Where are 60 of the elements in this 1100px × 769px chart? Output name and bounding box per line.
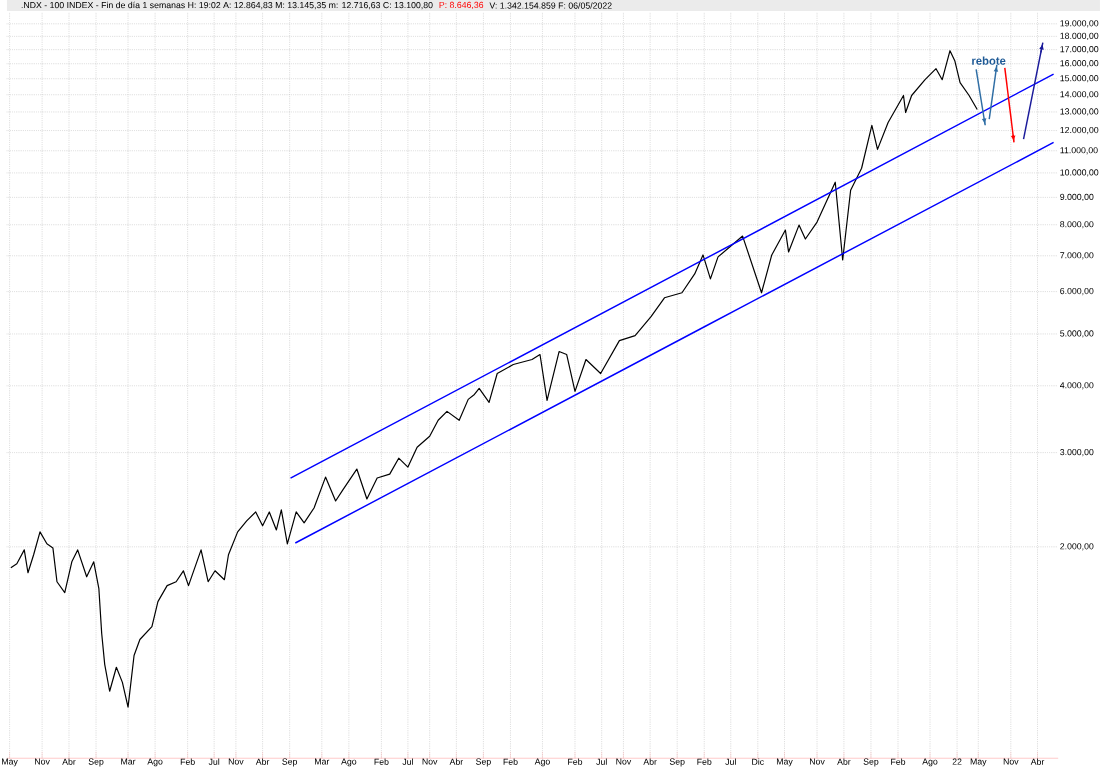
y-tick-label: 4.000,00 [1059,382,1094,390]
x-tick-label: Sep [88,758,104,767]
x-tick-label: Dic [752,758,764,765]
y-tick-label: 7.000,00 [1060,252,1094,260]
x-tick-label: Feb [568,758,583,765]
x-tick-label: Jul [725,758,736,765]
x-tick-label: Ago [147,758,163,767]
x-tick-label: Abr [643,758,657,765]
y-tick-label: 14.000,00 [1060,91,1099,99]
x-tick-label: Feb [180,758,195,765]
text: V: 1.342.154.859 F: 06/05/2022 [489,2,612,9]
x-tick-label: Mar [315,758,330,765]
x-tick-label: Ago [922,758,938,767]
y-tick-label: 12.000,00 [1060,126,1099,135]
y-tick-label: 18.000,00 [1060,32,1099,40]
x-tick-label: Mar [121,758,136,765]
x-tick-label: Sep [863,758,879,767]
x-tick-label: Jul [402,758,413,765]
x-tick-label: Abr [837,758,851,765]
x-tick-label: Ago [341,758,357,767]
y-tick-label: 8.000,00 [1060,221,1094,229]
y-tick-label: 9.000,00 [1060,193,1094,201]
y-tick-label: 15.000,00 [1060,75,1099,83]
x-tick-label: Feb [503,758,518,765]
x-tick-label: Abr [255,758,270,765]
x-tick-label: Feb [891,758,906,765]
x-tick-label: Sep [282,758,298,767]
y-tick-label: 17.000,00 [1060,45,1099,54]
x-tick-label: Abr [449,758,464,765]
x-tick-label: Jul [208,758,220,765]
chart-title: .NDX - 100 INDEX - Fin de día 1 semanas H: 19:02 A: 12.864,83 M: 13.145,35 m: 12.716,63 C: 13.100,80 [21,1,433,10]
y-tick-label: 11.000,00 [1060,147,1098,155]
x-tick-label: May [776,758,793,767]
x-tick-label: Ago [534,758,550,767]
y-tick-label: 19.000,00 [1060,20,1099,28]
y-tick-label: 10.000,00 [1060,169,1099,177]
y-tick-label: 3.000,00 [1060,448,1094,457]
x-tick-label: Nov [422,758,438,765]
x-tick-label: Nov [809,758,825,765]
annotation: rebote [972,56,1006,65]
x-tick-label: Nov [1003,758,1019,765]
x-tick-label: Feb [374,758,389,765]
x-tick-label: Abr [1030,758,1045,765]
x-tick-label: May [2,758,18,767]
x-tick-label: Sep [476,758,491,767]
x-tick-label: Nov [616,758,632,765]
y-tick-label: 6.000,00 [1060,287,1094,296]
y-tick-label: 16.000,00 [1060,60,1099,68]
x-tick-label: Jul [596,758,607,765]
x-tick-label: Nov [228,758,244,765]
y-tick-label: 2.000,00 [1060,543,1094,551]
x-tick-label: Abr [62,758,76,765]
y-tick-label: 5.000,00 [1060,330,1094,338]
x-tick-label: Nov [35,758,50,765]
x-tick-label: May [970,758,987,767]
text: P: 8.646,36 [439,1,484,9]
x-tick-label: 22 [952,758,962,765]
x-tick-label: Sep [669,758,685,767]
y-tick-label: 13.000,00 [1060,108,1099,116]
x-tick-label: Feb [697,758,712,765]
